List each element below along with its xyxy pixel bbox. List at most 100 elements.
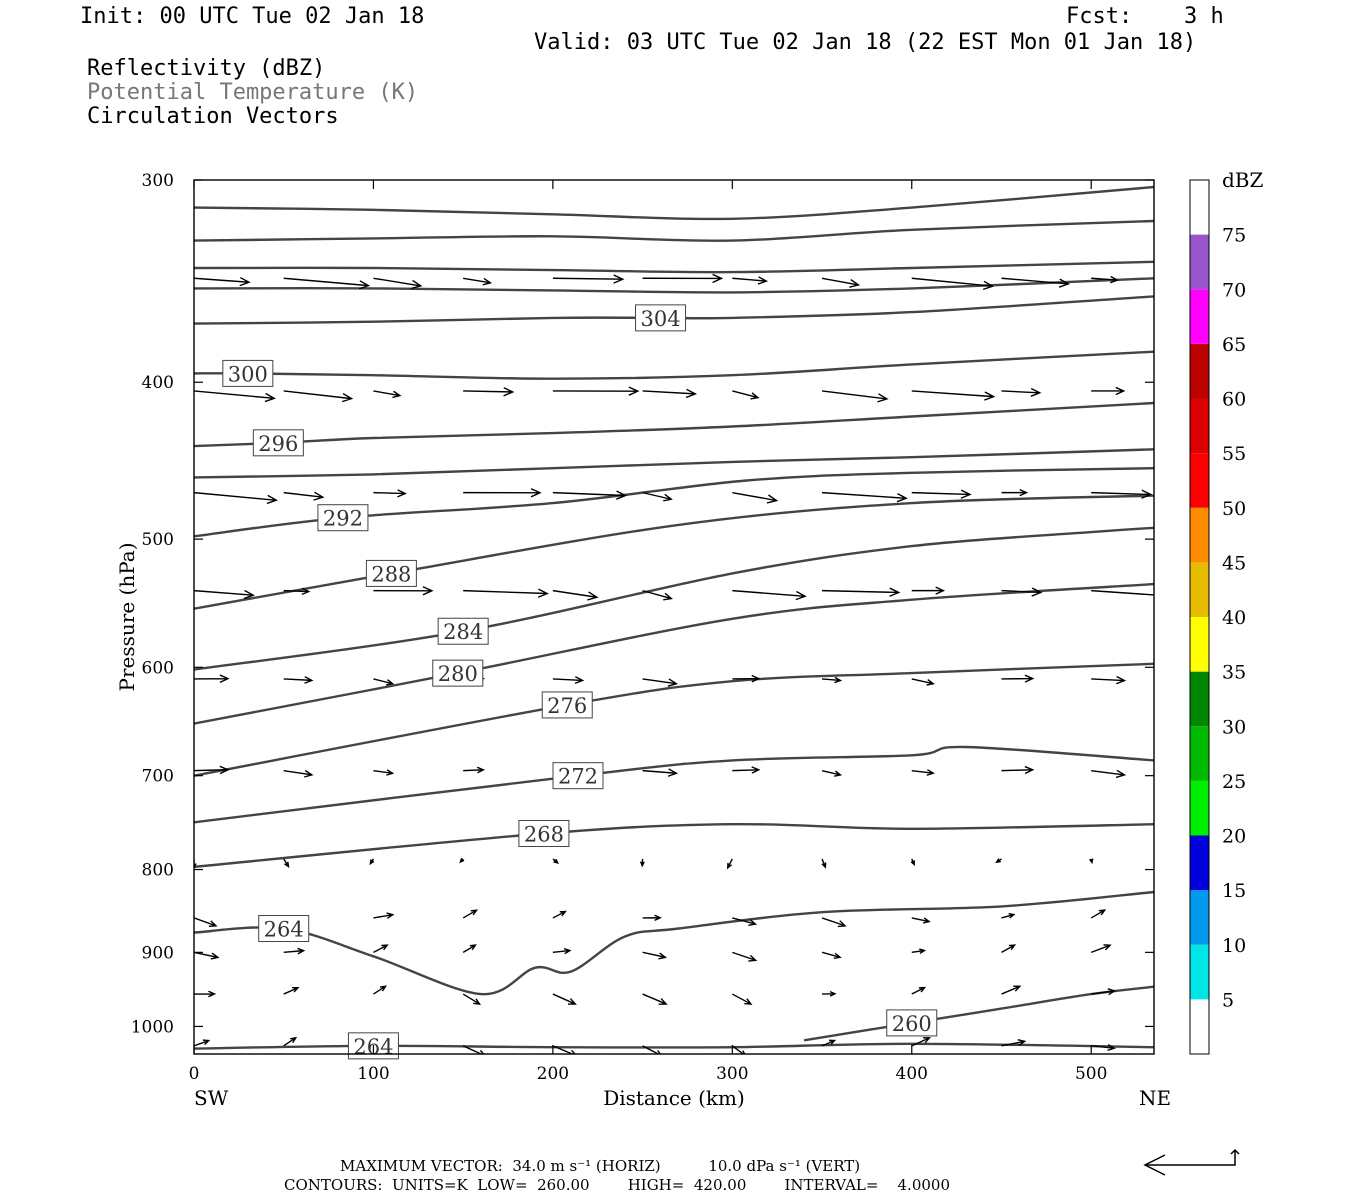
isentrope-label-box	[317, 504, 369, 532]
circulation-vector	[642, 678, 679, 687]
isentrope-label-box	[552, 762, 604, 790]
circulation-vector	[1001, 488, 1029, 497]
circulation-vector	[194, 917, 218, 928]
circulation-vector	[462, 944, 477, 953]
isentrope-label-box	[222, 359, 274, 387]
circulation-vector	[821, 951, 842, 959]
field-reflectivity: Reflectivity (dBZ)	[87, 56, 326, 81]
y-tick-label: 400	[142, 373, 174, 393]
valid-time: Valid: 03 UTC Tue 02 Jan 18 (22 EST Mon …	[534, 30, 1197, 55]
circulation-vector	[552, 947, 572, 955]
forecast-label: Fcst:	[1066, 4, 1133, 29]
circulation-vector	[821, 676, 843, 684]
circulation-vector	[373, 390, 402, 399]
circulation-vector	[552, 676, 585, 685]
circulation-vector	[194, 390, 276, 403]
colorbar-tick-label: 70	[1222, 279, 1246, 301]
circulation-vector	[1001, 985, 1022, 995]
isentrope-label-box	[252, 429, 304, 457]
circulation-vector	[1001, 387, 1042, 397]
y-tick-label: 600	[142, 658, 174, 678]
circulation-vector	[910, 858, 915, 867]
circulation-vector	[552, 490, 628, 500]
isentrope-line	[194, 448, 1154, 479]
field-circulation-vectors: Circulation Vectors	[87, 104, 339, 129]
isentrope-label: 296	[258, 432, 298, 456]
circulation-vector	[1091, 386, 1126, 396]
circulation-vector	[732, 951, 758, 962]
y-tick-label: 500	[142, 530, 174, 550]
circulation-vector	[821, 917, 847, 928]
circulation-vector	[911, 489, 972, 499]
y-tick-label: 300	[142, 171, 174, 191]
circulation-vector	[463, 387, 515, 397]
isentrope-line	[194, 350, 1154, 380]
isentrope-label: 280	[438, 662, 478, 686]
circulation-vector	[822, 991, 837, 997]
colorbar-tick-label: 40	[1222, 607, 1246, 629]
circulation-vector	[373, 769, 395, 776]
circulation-vector	[732, 390, 760, 400]
forecast-hour: 3 h	[1184, 4, 1224, 29]
x-tick-label: 300	[716, 1064, 748, 1084]
circulation-vector	[283, 769, 314, 778]
colorbar-unit-label: dBZ	[1222, 168, 1264, 192]
circulation-vector	[1089, 858, 1094, 865]
circulation-vector	[283, 947, 306, 955]
colorbar-band	[1190, 398, 1209, 454]
x-tick-label: 400	[896, 1064, 928, 1084]
circulation-vector	[283, 587, 311, 596]
isentrope-label-box	[541, 691, 593, 719]
circulation-vector	[642, 589, 673, 601]
isentrope-line	[194, 219, 1154, 242]
circulation-vector	[194, 951, 220, 960]
isentrope-line	[194, 890, 1154, 996]
circulation-vector	[821, 858, 827, 869]
circulation-vector	[1091, 988, 1117, 996]
isentrope-line	[194, 745, 1154, 824]
isentrope-label: 264	[264, 918, 304, 942]
circulation-vector	[1091, 275, 1120, 284]
circulation-vector	[194, 674, 230, 683]
circulation-vector	[911, 1037, 932, 1047]
circulation-vector	[821, 390, 889, 403]
circulation-vector	[731, 1045, 746, 1054]
circulation-vector	[463, 488, 542, 498]
circulation-vector	[642, 768, 679, 777]
circulation-vector	[373, 489, 407, 498]
colorbar-band	[1190, 507, 1209, 563]
isentrope-label: 292	[323, 507, 363, 531]
circulation-vector	[1091, 769, 1127, 779]
circulation-vector	[283, 277, 371, 290]
circulation-vectors	[194, 273, 1154, 1054]
circulation-vector	[462, 993, 482, 1005]
x-tick-label: 500	[1075, 1064, 1107, 1084]
circulation-vector	[911, 586, 946, 595]
circulation-vector	[194, 276, 251, 287]
circulation-vector	[283, 390, 354, 403]
circulation-vector	[911, 948, 927, 954]
colorbar-tick-label: 10	[1222, 935, 1246, 957]
circulation-vector	[462, 909, 479, 919]
isentrope-label-box	[432, 659, 484, 687]
circulation-vector	[821, 491, 908, 503]
isentrope-line	[194, 582, 1154, 725]
circulation-vector	[373, 277, 423, 290]
circulation-vector	[642, 993, 668, 1005]
circulation-vector	[552, 993, 577, 1005]
isentrope-label-box	[437, 617, 489, 645]
circulation-vector	[726, 858, 733, 870]
circulation-vector	[995, 858, 1002, 864]
circulation-vector	[642, 491, 673, 502]
circulation-vector	[911, 917, 931, 924]
isentrope-label-box	[518, 819, 570, 847]
circulation-vector	[552, 1045, 576, 1054]
max-vector-note: MAXIMUM VECTOR: 34.0 m s⁻¹ (HORIZ) 10.0 …	[340, 1157, 861, 1175]
isentrope-label-box	[258, 915, 310, 943]
circulation-vector	[731, 993, 753, 1005]
isentrope-label-box	[635, 304, 687, 332]
colorbar-band	[1190, 726, 1209, 781]
y-tick-label: 1000	[131, 1017, 174, 1037]
